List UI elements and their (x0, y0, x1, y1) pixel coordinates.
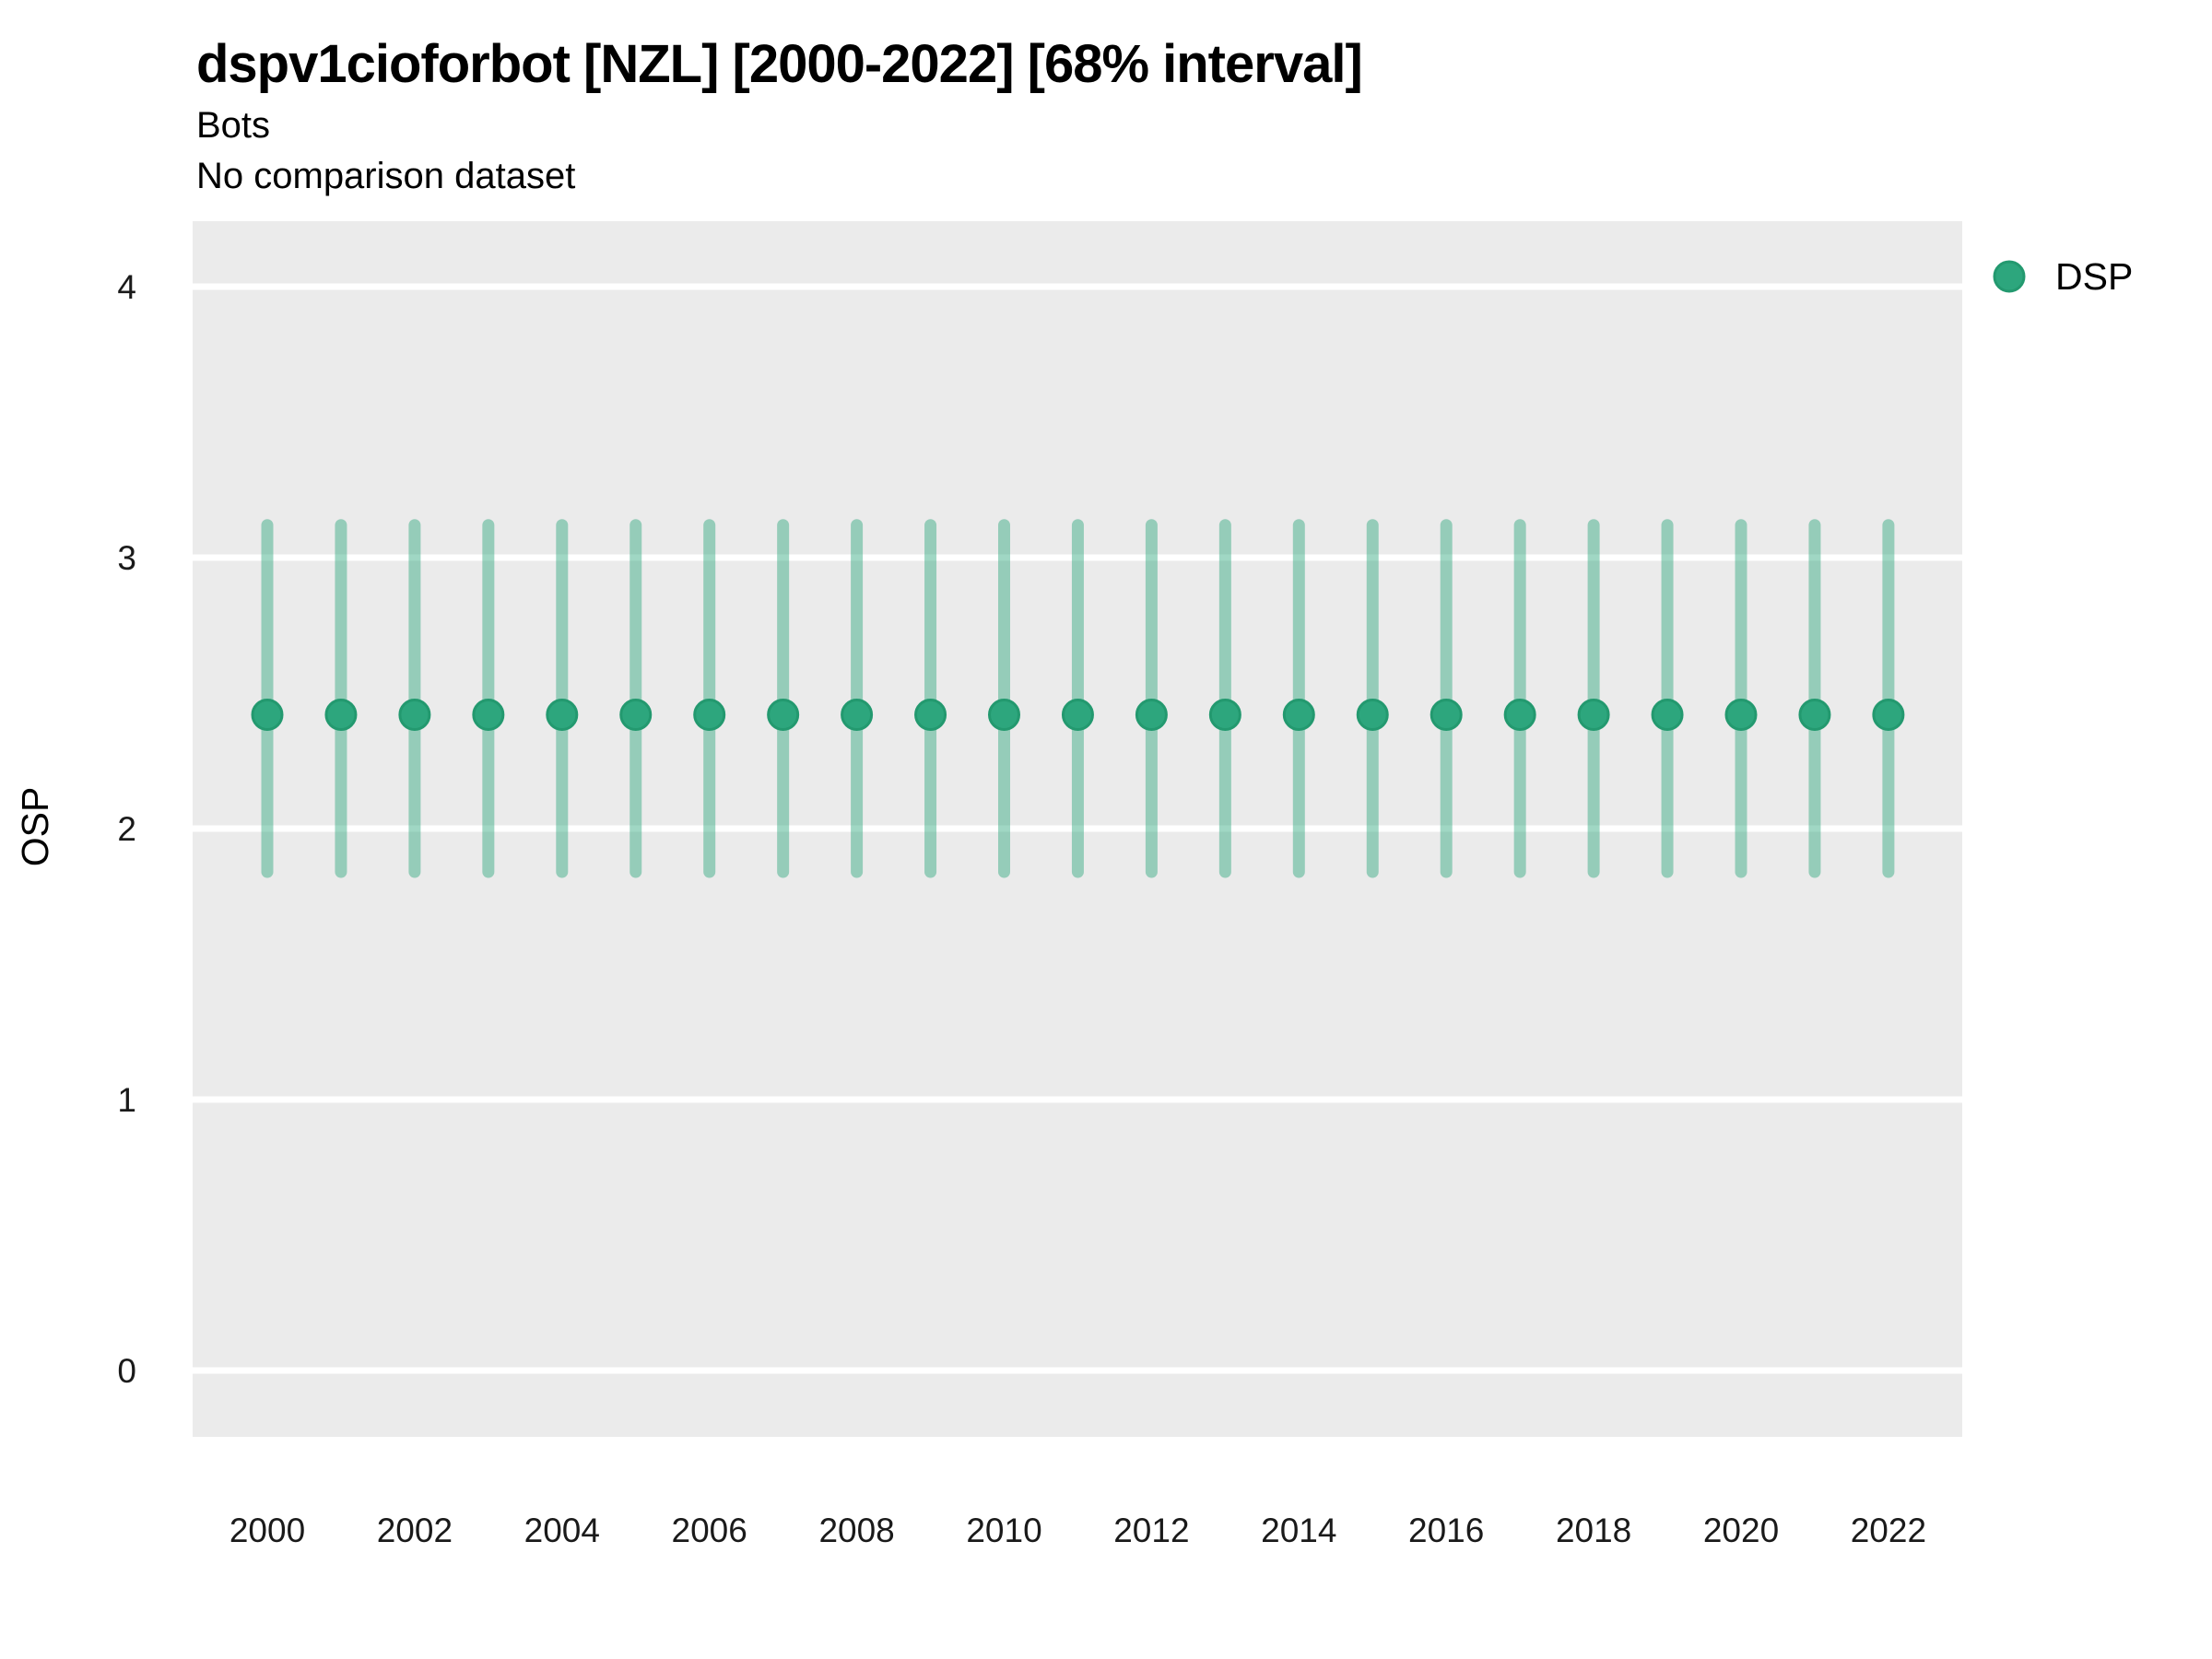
point-2002 (398, 699, 431, 732)
point-2022 (1872, 699, 1905, 732)
x-tick-2010: 2010 (966, 1512, 1041, 1549)
point-2019 (1651, 699, 1684, 732)
chart-title: dspv1cioforbot [NZL] [2000-2022] [68% in… (196, 34, 1363, 94)
point-2018 (1577, 699, 1610, 732)
legend: DSP (1993, 255, 2133, 298)
x-tick-2020: 2020 (1703, 1512, 1779, 1549)
point-2007 (767, 699, 800, 732)
x-tick-2012: 2012 (1113, 1512, 1189, 1549)
series-DSP (251, 519, 1905, 878)
x-tick-2014: 2014 (1261, 1512, 1336, 1549)
point-2005 (619, 699, 653, 732)
x-tick-2018: 2018 (1556, 1512, 1631, 1549)
y-tick-2: 2 (117, 810, 136, 848)
y-tick-1: 1 (117, 1081, 136, 1119)
point-2001 (324, 699, 358, 732)
point-2020 (1724, 699, 1758, 732)
point-2021 (1798, 699, 1831, 732)
legend-marker-DSP (1993, 260, 2026, 293)
point-2006 (693, 699, 726, 732)
legend-label-DSP: DSP (2055, 255, 2133, 298)
point-2015 (1356, 699, 1389, 732)
point-2017 (1503, 699, 1536, 732)
point-2014 (1282, 699, 1315, 732)
x-tick-2022: 2022 (1851, 1512, 1926, 1549)
point-2012 (1135, 699, 1168, 732)
point-2010 (988, 699, 1020, 732)
y-tick-4: 4 (117, 268, 136, 306)
point-2008 (841, 699, 874, 732)
y-axis-title: OSP (14, 787, 56, 867)
point-2016 (1430, 699, 1463, 732)
y-tick-3: 3 (117, 539, 136, 577)
point-2011 (1061, 699, 1094, 732)
point-2013 (1208, 699, 1241, 732)
point-2000 (251, 699, 284, 732)
point-2004 (546, 699, 579, 732)
chart-subtitle: Bots (196, 105, 271, 146)
x-tick-2004: 2004 (524, 1512, 600, 1549)
chart-note: No comparison dataset (196, 156, 576, 196)
x-tick-2000: 2000 (229, 1512, 305, 1549)
gridlines (193, 283, 1962, 1374)
y-tick-0: 0 (117, 1352, 136, 1390)
x-tick-2008: 2008 (818, 1512, 894, 1549)
point-2003 (472, 699, 505, 732)
x-tick-2002: 2002 (377, 1512, 453, 1549)
x-tick-2016: 2016 (1408, 1512, 1484, 1549)
point-2009 (914, 699, 947, 732)
x-tick-2006: 2006 (672, 1512, 747, 1549)
y-tick-labels: 0 1 2 3 4 (117, 268, 136, 1390)
x-tick-labels: 2000 2002 2004 2006 2008 2010 2012 2014 2016 2018… (229, 1512, 1926, 1549)
